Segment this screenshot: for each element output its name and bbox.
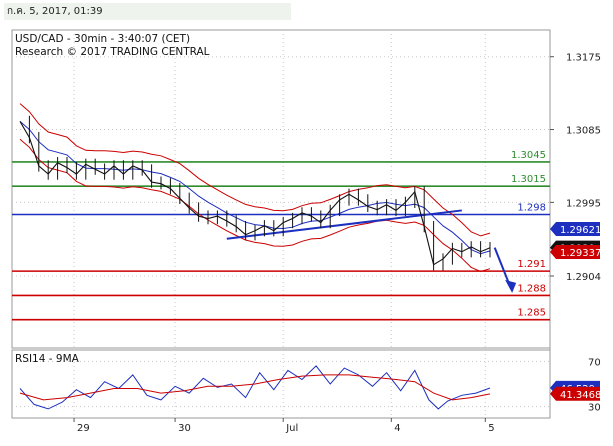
level-label-1.291: 1.291 <box>517 259 546 270</box>
y-tick-label: 1.3085 <box>566 126 601 137</box>
rsi-ma-tag-bg <box>550 386 600 401</box>
main-plot-frame <box>11 29 551 349</box>
level-label-1.298: 1.298 <box>517 202 546 213</box>
x-tick-label: 5 <box>488 423 494 434</box>
upper-band-line <box>19 103 491 237</box>
x-tick-label: 30 <box>178 423 191 434</box>
y-tick-label: 1.3175 <box>566 53 601 64</box>
lower-band-line <box>19 138 491 273</box>
x-tick-label: 29 <box>77 423 90 434</box>
projection-arrowhead <box>505 279 517 293</box>
top-bar: ก.ค. 5, 2017, 01:39 <box>0 0 613 24</box>
rsi-ma-line <box>19 374 491 401</box>
level-label-1.285: 1.285 <box>517 308 546 319</box>
rsi-tick-label: 70 <box>588 357 601 368</box>
rsi-label: RSI14 - 9MA <box>15 353 80 365</box>
moving-average-line <box>19 121 491 255</box>
trendline <box>226 209 462 240</box>
y-tick-label: 1.2904 <box>566 272 601 283</box>
indicator-tag-blue-bg <box>550 221 600 236</box>
timestamp: ก.ค. 5, 2017, 01:39 <box>4 3 291 20</box>
level-label-1.3045: 1.3045 <box>511 150 546 161</box>
indicator-tag-red: 1.29337 <box>560 248 601 259</box>
indicator-tag-blue: 1.29621 <box>560 225 601 236</box>
level-label-1.3015: 1.3015 <box>511 174 546 185</box>
x-tick-label: 4 <box>394 423 400 434</box>
chart-subtitle: Research © 2017 TRADING CENTRAL <box>15 46 210 58</box>
rsi-line <box>19 365 491 410</box>
rsi-tick-label: 30 <box>588 403 601 414</box>
level-label-1.288: 1.288 <box>517 283 546 294</box>
rsi-plot-frame <box>11 349 551 419</box>
chart-title: USD/CAD - 30min - 3:40:07 (CET) <box>15 33 190 45</box>
y-tick-label: 1.2995 <box>566 198 601 209</box>
rsi-ma-tag: 41.3468 <box>560 390 601 401</box>
x-tick-label: Jul <box>285 423 298 434</box>
indicator-tag-red-bg <box>550 244 600 259</box>
